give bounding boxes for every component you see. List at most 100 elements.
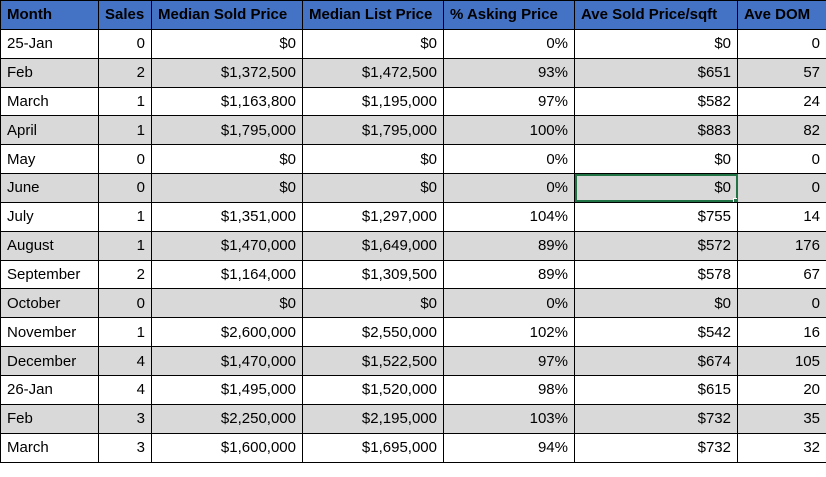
cell[interactable]: 25-Jan — [0, 28, 99, 59]
cell[interactable]: 98% — [443, 374, 575, 405]
cell[interactable]: $0 — [151, 28, 303, 59]
cell[interactable]: $0 — [574, 144, 738, 175]
column-header-median-sold-price[interactable]: Median Sold Price — [151, 0, 303, 30]
cell[interactable]: December — [0, 346, 99, 376]
cell[interactable]: 24 — [737, 86, 826, 117]
cell[interactable]: 0% — [443, 173, 575, 203]
cell[interactable]: $542 — [574, 317, 738, 348]
cell[interactable]: March — [0, 432, 99, 463]
column-header--asking-price[interactable]: % Asking Price — [443, 0, 575, 30]
cell[interactable]: 94% — [443, 432, 575, 463]
cell[interactable]: $732 — [574, 403, 738, 434]
column-header-sales[interactable]: Sales — [98, 0, 152, 30]
cell[interactable]: 89% — [443, 259, 575, 290]
cell[interactable]: $883 — [574, 115, 738, 146]
cell[interactable]: 0 — [98, 173, 152, 203]
cell[interactable]: November — [0, 317, 99, 348]
cell[interactable]: 93% — [443, 57, 575, 88]
cell[interactable]: $0 — [574, 288, 738, 319]
cell[interactable]: 89% — [443, 230, 575, 261]
column-header-ave-sold-price-sqft[interactable]: Ave Sold Price/sqft — [574, 0, 738, 30]
cell[interactable]: 103% — [443, 403, 575, 434]
cell[interactable]: April — [0, 115, 99, 146]
cell[interactable]: 97% — [443, 86, 575, 117]
cell[interactable]: $2,550,000 — [302, 317, 444, 348]
cell[interactable]: 35 — [737, 403, 826, 434]
cell[interactable]: July — [0, 201, 99, 232]
cell[interactable]: 0 — [98, 288, 152, 319]
cell[interactable]: $582 — [574, 86, 738, 117]
cell[interactable]: Feb — [0, 57, 99, 88]
cell[interactable]: $0 — [302, 173, 444, 203]
cell[interactable]: $2,195,000 — [302, 403, 444, 434]
column-header-ave-dom[interactable]: Ave DOM — [737, 0, 826, 30]
cell[interactable]: $1,495,000 — [151, 374, 303, 405]
cell[interactable]: $1,297,000 — [302, 201, 444, 232]
cell[interactable]: $674 — [574, 346, 738, 376]
cell[interactable]: $651 — [574, 57, 738, 88]
cell[interactable]: $0 — [302, 144, 444, 175]
fill-handle[interactable] — [733, 197, 737, 202]
cell[interactable]: 100% — [443, 115, 575, 146]
cell[interactable]: $0 — [151, 288, 303, 319]
cell[interactable]: 0 — [98, 144, 152, 175]
cell[interactable]: 3 — [98, 403, 152, 434]
cell[interactable]: $572 — [574, 230, 738, 261]
cell[interactable]: 1 — [98, 201, 152, 232]
cell[interactable]: $1,795,000 — [302, 115, 444, 146]
cell[interactable]: $1,472,500 — [302, 57, 444, 88]
cell[interactable]: 20 — [737, 374, 826, 405]
cell[interactable]: Feb — [0, 403, 99, 434]
cell[interactable]: $0 — [302, 28, 444, 59]
cell[interactable]: September — [0, 259, 99, 290]
cell[interactable]: 0% — [443, 28, 575, 59]
cell[interactable]: March — [0, 86, 99, 117]
cell[interactable]: 102% — [443, 317, 575, 348]
cell[interactable]: $732 — [574, 432, 738, 463]
cell[interactable]: 26-Jan — [0, 374, 99, 405]
cell[interactable]: 16 — [737, 317, 826, 348]
cell[interactable]: 67 — [737, 259, 826, 290]
column-header-median-list-price[interactable]: Median List Price — [302, 0, 444, 30]
cell[interactable]: 57 — [737, 57, 826, 88]
cell[interactable]: $1,795,000 — [151, 115, 303, 146]
cell[interactable]: 3 — [98, 432, 152, 463]
cell[interactable]: $0 — [302, 288, 444, 319]
cell[interactable]: 0 — [737, 288, 826, 319]
cell[interactable]: $1,372,500 — [151, 57, 303, 88]
cell[interactable]: $1,195,000 — [302, 86, 444, 117]
cell[interactable]: $2,250,000 — [151, 403, 303, 434]
cell[interactable]: $0 — [151, 144, 303, 175]
cell[interactable]: $1,163,800 — [151, 86, 303, 117]
cell[interactable]: 1 — [98, 86, 152, 117]
cell[interactable]: $1,522,500 — [302, 346, 444, 376]
cell[interactable]: $2,600,000 — [151, 317, 303, 348]
cell[interactable]: 0% — [443, 288, 575, 319]
cell[interactable]: 176 — [737, 230, 826, 261]
cell[interactable]: $1,520,000 — [302, 374, 444, 405]
cell[interactable]: $1,695,000 — [302, 432, 444, 463]
cell[interactable]: $1,470,000 — [151, 230, 303, 261]
cell[interactable]: 0 — [737, 144, 826, 175]
cell[interactable]: $1,351,000 — [151, 201, 303, 232]
cell[interactable]: 4 — [98, 346, 152, 376]
cell[interactable]: 14 — [737, 201, 826, 232]
cell[interactable]: $1,470,000 — [151, 346, 303, 376]
cell[interactable]: $0 — [574, 28, 738, 59]
cell[interactable]: $1,164,000 — [151, 259, 303, 290]
cell[interactable]: $0 — [151, 173, 303, 203]
cell[interactable]: $1,309,500 — [302, 259, 444, 290]
cell[interactable]: 97% — [443, 346, 575, 376]
cell[interactable]: October — [0, 288, 99, 319]
cell[interactable]: 82 — [737, 115, 826, 146]
cell[interactable]: 0% — [443, 144, 575, 175]
cell[interactable]: 104% — [443, 201, 575, 232]
cell[interactable]: $1,600,000 — [151, 432, 303, 463]
cell[interactable]: August — [0, 230, 99, 261]
cell[interactable]: 0 — [737, 28, 826, 59]
cell[interactable]: 1 — [98, 317, 152, 348]
cell[interactable]: 0 — [98, 28, 152, 59]
cell[interactable]: $615 — [574, 374, 738, 405]
cell[interactable]: 0 — [737, 173, 826, 203]
column-header-month[interactable]: Month — [0, 0, 99, 30]
